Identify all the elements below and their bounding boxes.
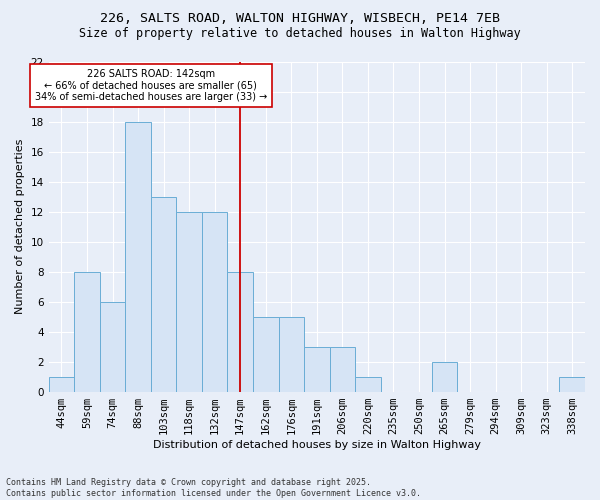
Bar <box>355 377 380 392</box>
Bar <box>74 272 100 392</box>
Text: Contains HM Land Registry data © Crown copyright and database right 2025.
Contai: Contains HM Land Registry data © Crown c… <box>6 478 421 498</box>
Bar <box>202 212 227 392</box>
Bar <box>227 272 253 392</box>
Text: 226 SALTS ROAD: 142sqm
← 66% of detached houses are smaller (65)
34% of semi-det: 226 SALTS ROAD: 142sqm ← 66% of detached… <box>35 69 267 102</box>
Y-axis label: Number of detached properties: Number of detached properties <box>15 139 25 314</box>
Text: 226, SALTS ROAD, WALTON HIGHWAY, WISBECH, PE14 7EB: 226, SALTS ROAD, WALTON HIGHWAY, WISBECH… <box>100 12 500 26</box>
Bar <box>125 122 151 392</box>
Bar <box>432 362 457 392</box>
Bar <box>176 212 202 392</box>
Bar <box>49 377 74 392</box>
Bar <box>278 317 304 392</box>
Text: Size of property relative to detached houses in Walton Highway: Size of property relative to detached ho… <box>79 28 521 40</box>
Bar <box>253 317 278 392</box>
Bar <box>559 377 585 392</box>
Bar <box>304 347 329 392</box>
Bar <box>100 302 125 392</box>
Bar <box>329 347 355 392</box>
X-axis label: Distribution of detached houses by size in Walton Highway: Distribution of detached houses by size … <box>153 440 481 450</box>
Bar <box>151 196 176 392</box>
